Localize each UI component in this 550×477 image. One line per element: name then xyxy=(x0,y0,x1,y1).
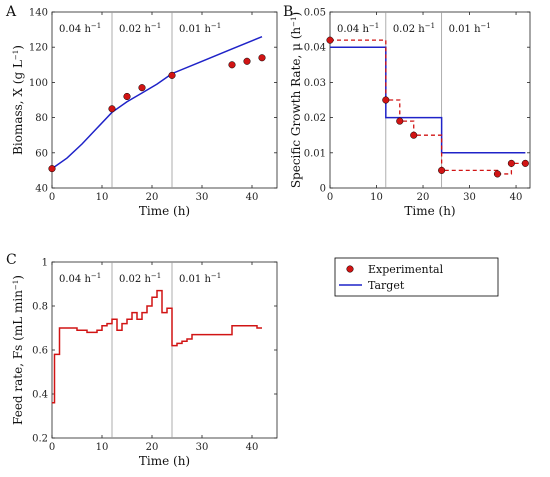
phase-label: 0.04 h−1 xyxy=(59,22,101,35)
phase-label: 0.02 h−1 xyxy=(119,272,161,285)
x-tick-label: 40 xyxy=(246,442,259,453)
x-tick-label: 40 xyxy=(510,192,523,203)
y-axis-title: Specific Growth Rate, μ (h−1) xyxy=(289,12,303,188)
series-line-target xyxy=(330,46,526,154)
x-tick-label: 40 xyxy=(246,192,259,203)
plot-area xyxy=(51,261,278,439)
y-tick-label: 0.8 xyxy=(32,302,48,313)
y-tick-label: 60 xyxy=(35,148,48,159)
phase-label: 0.04 h−1 xyxy=(59,272,101,285)
y-tick-label: 120 xyxy=(29,43,48,54)
panel-letter-b: B xyxy=(283,4,293,20)
y-tick-label: 0.03 xyxy=(304,78,326,89)
data-point-experimental xyxy=(410,131,418,139)
series-line-experimental-step xyxy=(330,39,526,175)
panel-a: A 0.04 h−1 0.02 h−1 0.01 h−1 0 10 20 30 40 40 60 80… xyxy=(5,4,278,218)
x-tick-label: 0 xyxy=(49,192,55,203)
y-tick-label: 1 xyxy=(42,258,48,269)
y-tick-label: 40 xyxy=(35,184,48,195)
data-point-experimental xyxy=(258,54,266,62)
y-tick-label: 0.2 xyxy=(32,434,48,445)
data-point-experimental xyxy=(507,159,515,167)
panel-letter-c: C xyxy=(6,252,17,268)
plot-area xyxy=(51,11,278,189)
data-point-experimental xyxy=(326,36,334,44)
y-axis-title: Biomass, X (g L−1) xyxy=(11,45,25,155)
y-tick-label: 0.05 xyxy=(304,8,326,19)
y-tick-label: 80 xyxy=(35,113,48,124)
x-tick-label: 10 xyxy=(96,442,109,453)
data-point-experimental xyxy=(138,84,146,92)
x-tick-label: 10 xyxy=(370,192,383,203)
x-tick-label: 0 xyxy=(49,442,55,453)
data-point-experimental xyxy=(168,71,176,79)
phase-label: 0.01 h−1 xyxy=(449,22,491,35)
data-point-experimental xyxy=(228,61,236,69)
phase-label: 0.01 h−1 xyxy=(179,272,221,285)
x-tick-label: 20 xyxy=(417,192,430,203)
y-tick-label: 100 xyxy=(29,78,48,89)
series-line-target xyxy=(51,35,263,170)
panel-b: B 0.04 h−1 0.02 h−1 0.01 h−1 0 10 20 30 40 0 0.01 0… xyxy=(283,4,531,218)
phase-label: 0.02 h−1 xyxy=(119,22,161,35)
y-axis-title: Feed rate, Fs (mL min−1) xyxy=(11,275,25,425)
legend-box xyxy=(334,257,499,297)
legend-experimental-marker xyxy=(346,265,354,273)
data-point-experimental xyxy=(382,96,390,104)
y-tick-label: 0.01 xyxy=(304,148,326,159)
y-tick-label: 140 xyxy=(29,8,48,19)
legend-target-label: Target xyxy=(368,279,405,292)
legend-experimental-label: Experimental xyxy=(368,263,444,276)
y-tick-label: 0.4 xyxy=(32,390,48,401)
data-point-experimental xyxy=(438,166,446,174)
x-tick-label: 0 xyxy=(327,192,333,203)
plot-area xyxy=(329,11,531,189)
data-point-experimental xyxy=(108,105,116,113)
data-point-experimental xyxy=(123,92,131,101)
x-axis-title: Time (h) xyxy=(404,204,455,218)
x-tick-label: 20 xyxy=(146,192,159,203)
panel-c: C 0.04 h−1 0.02 h−1 0.01 h−1 0 10 20 30 40 0.2 0.4… xyxy=(6,252,278,468)
legend: Experimental Target xyxy=(334,257,499,297)
x-tick-label: 30 xyxy=(196,442,209,453)
data-point-experimental xyxy=(493,170,501,178)
data-point-experimental xyxy=(48,165,56,173)
phase-label: 0.04 h−1 xyxy=(337,22,379,35)
x-tick-label: 20 xyxy=(146,442,159,453)
x-tick-label: 10 xyxy=(96,192,109,203)
panel-letter-a: A xyxy=(5,4,17,20)
data-point-experimental xyxy=(396,117,404,125)
phase-label: 0.01 h−1 xyxy=(179,22,221,35)
data-point-experimental xyxy=(521,159,529,167)
y-tick-label: 0 xyxy=(320,184,326,195)
y-tick-label: 0.02 xyxy=(304,113,326,124)
x-axis-title: Time (h) xyxy=(139,454,190,468)
y-tick-label: 0.04 xyxy=(304,43,326,54)
y-tick-label: 0.6 xyxy=(32,346,48,357)
data-point-experimental xyxy=(243,57,251,65)
series-line-feed-rate xyxy=(52,289,262,404)
x-tick-label: 30 xyxy=(196,192,209,203)
phase-label: 0.02 h−1 xyxy=(393,22,435,35)
x-tick-label: 30 xyxy=(463,192,476,203)
x-axis-title: Time (h) xyxy=(139,204,190,218)
